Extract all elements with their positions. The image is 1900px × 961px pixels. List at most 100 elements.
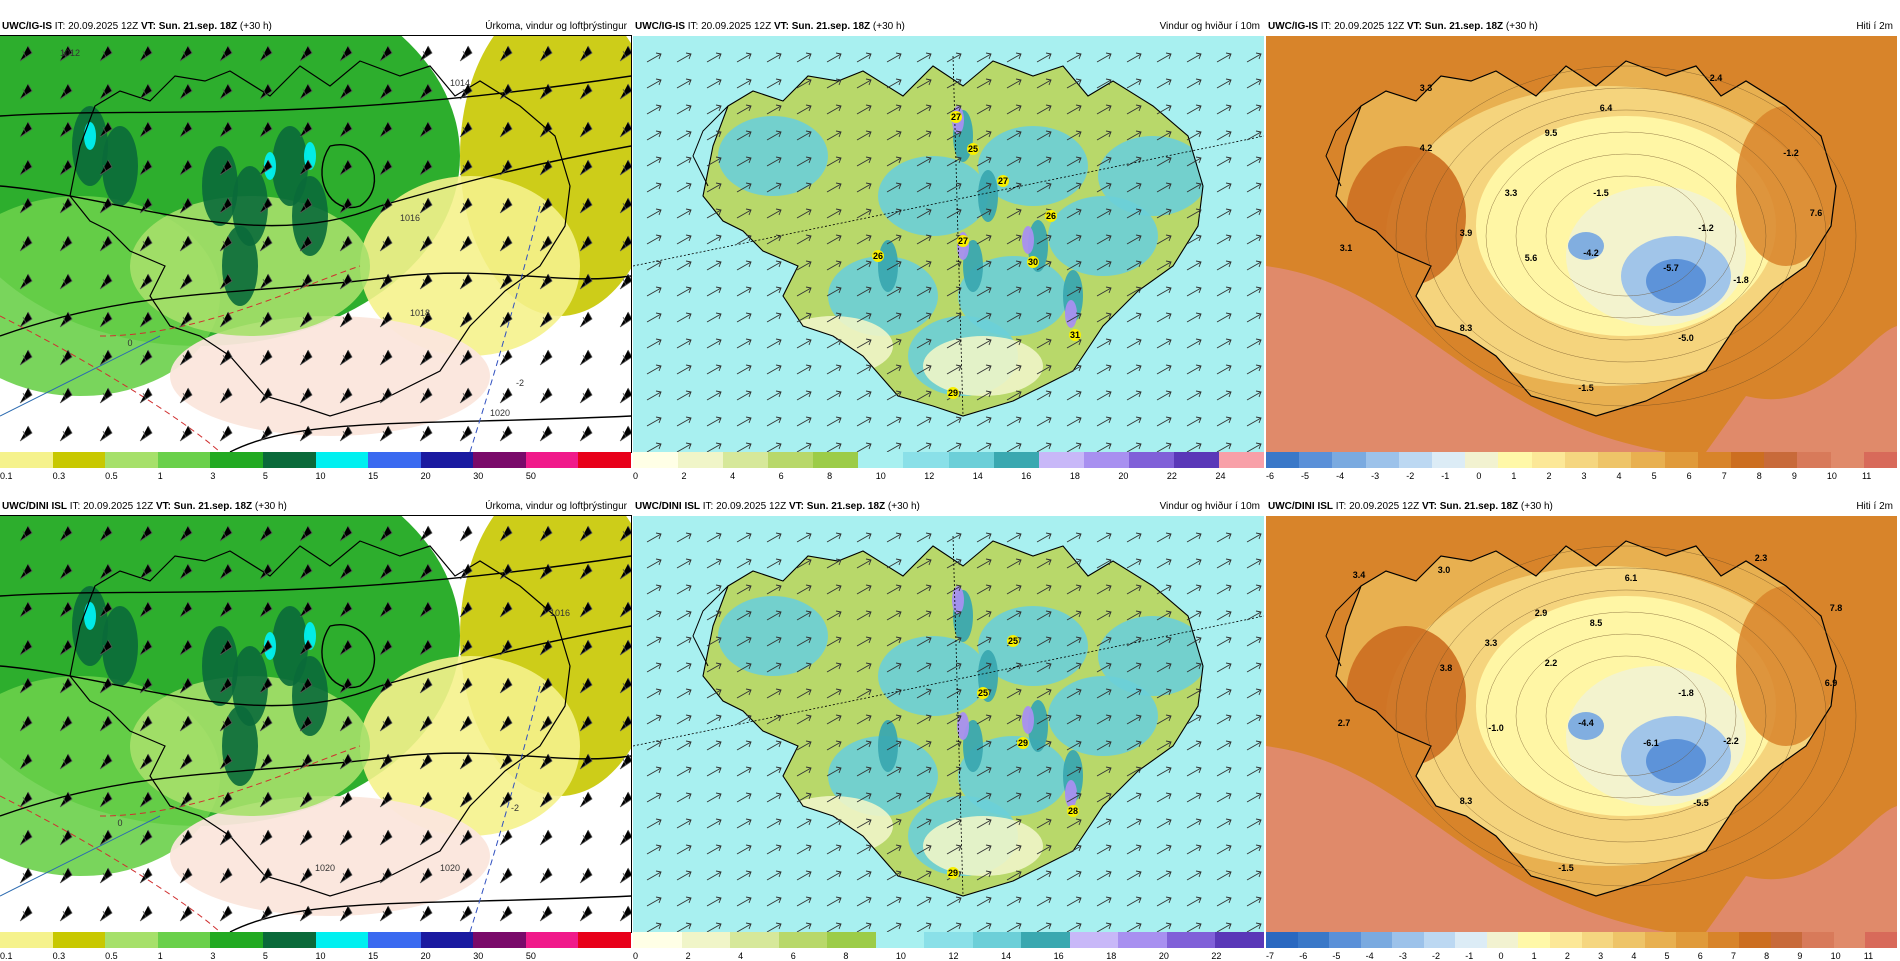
legend-swatch bbox=[723, 452, 769, 468]
panel-header: UWC/IG-IS IT: 20.09.2025 12Z VT: Sun. 21… bbox=[0, 18, 631, 36]
model-name: UWC/DINI ISL bbox=[1268, 501, 1333, 512]
legend-swatch bbox=[420, 452, 474, 468]
valid-time: Sun. 21.sep. 18Z bbox=[791, 21, 871, 32]
lead-time: (+30 h) bbox=[1520, 501, 1553, 512]
map-value-label: -2 bbox=[511, 803, 519, 813]
lead-time: (+30 h) bbox=[1505, 21, 1538, 32]
legend-swatch bbox=[368, 452, 422, 468]
legend-swatch bbox=[1365, 452, 1400, 468]
map-value-label: -5.7 bbox=[1663, 263, 1679, 273]
map-value-label: 29 bbox=[1018, 738, 1028, 748]
legend-tick-label: 11 bbox=[1861, 471, 1872, 481]
weather-map[interactable]: 3.3 9.5 6.4 2.4 4.2 -1.2 3.3 -1.5 7.6 3.9 -1.2 3.1 5… bbox=[1266, 36, 1897, 452]
map-panel-p1: UWC/IG-IS IT: 20.09.2025 12Z VT: Sun. 21… bbox=[0, 18, 632, 481]
map-value-label: 30 bbox=[1028, 257, 1038, 267]
issue-time: IT: 20.09.2025 12Z bbox=[1335, 501, 1420, 512]
legend-swatch bbox=[1266, 932, 1299, 948]
map-panel-p3: UWC/IG-IS IT: 20.09.2025 12Z VT: Sun. 21… bbox=[1266, 18, 1898, 481]
map-value-label: 25 bbox=[978, 688, 988, 698]
legend-swatch bbox=[105, 932, 159, 948]
map-value-label: -1.5 bbox=[1593, 188, 1609, 198]
legend-swatch bbox=[1218, 452, 1265, 468]
heavy-precip-core bbox=[84, 602, 96, 630]
weather-map[interactable]: 27 25 27 26 27 26 30 31 29 bbox=[633, 36, 1264, 452]
wind-area bbox=[878, 156, 988, 236]
valid-time-label: VT: bbox=[788, 501, 804, 512]
legend-tick-label: 7 bbox=[1721, 471, 1727, 481]
legend-swatch bbox=[578, 452, 632, 468]
color-legend: 0.1 0.3 0.5 1 3 5 10 15 20 30 50 bbox=[0, 914, 632, 961]
wind-area bbox=[828, 736, 938, 816]
gust-label-bg bbox=[1017, 737, 1029, 749]
gust-label-bg bbox=[947, 867, 959, 879]
legend-swatch bbox=[827, 932, 877, 948]
legend-swatch bbox=[157, 452, 211, 468]
cold-area bbox=[1646, 739, 1706, 783]
legend-swatch bbox=[681, 932, 731, 948]
lead-time: (+30 h) bbox=[887, 501, 920, 512]
gust-label-bg bbox=[997, 175, 1009, 187]
wind-area bbox=[978, 606, 1088, 686]
legend-tick-label: 1 bbox=[157, 471, 163, 481]
legend-swatch bbox=[1644, 932, 1677, 948]
legend-tick-label: 3 bbox=[1581, 471, 1587, 481]
color-legend: 0.1 0.3 0.5 1 3 5 10 15 20 30 50 bbox=[0, 434, 632, 481]
map-panel-p5: UWC/DINI ISL IT: 20.09.2025 12Z VT: Sun.… bbox=[633, 498, 1265, 961]
legend-swatch bbox=[1332, 452, 1367, 468]
legend-tick-label: 0 bbox=[1476, 471, 1482, 481]
panel-title-left: UWC/IG-IS IT: 20.09.2025 12Z VT: Sun. 21… bbox=[635, 18, 905, 36]
legend-tick-label: -5 bbox=[1301, 471, 1310, 481]
map-value-label: 3.0 bbox=[1438, 565, 1451, 575]
map-value-label: 8.3 bbox=[1460, 796, 1473, 806]
temperature-isotherms bbox=[0, 685, 541, 932]
legend-tick-label: 1 bbox=[1511, 471, 1517, 481]
wind-area bbox=[878, 636, 988, 716]
color-legend: 0 2 4 6 8 10 12 14 16 18 20 22 24 bbox=[633, 434, 1265, 481]
legend-tick-label: -1 bbox=[1441, 471, 1450, 481]
valid-time: Sun. 21.sep. 18Z bbox=[173, 501, 253, 512]
legend-tick-label: 0.5 bbox=[105, 951, 118, 961]
legend-tick-label: 6 bbox=[1686, 471, 1692, 481]
map-value-label: 26 bbox=[873, 251, 883, 261]
legend-swatch bbox=[924, 932, 974, 948]
wind-area bbox=[718, 596, 828, 676]
map-value-label: 7.8 bbox=[1830, 603, 1843, 613]
gust-area bbox=[1022, 226, 1034, 254]
legend-tick-label: 0.1 bbox=[0, 951, 13, 961]
map-value-label: 1020 bbox=[440, 863, 460, 873]
legend-swatch bbox=[1118, 932, 1168, 948]
map-value-labels: 1016 1020 1020 -2 0 bbox=[117, 608, 570, 873]
map-value-label: 25 bbox=[968, 144, 978, 154]
weather-map[interactable]: 25 25 29 28 29 bbox=[633, 516, 1264, 932]
heavy-precip-core bbox=[84, 122, 96, 150]
legend-tick-label: 20 bbox=[1118, 471, 1129, 481]
legend-tick-label: 3 bbox=[1598, 951, 1604, 961]
legend-tick-label: -4 bbox=[1365, 951, 1374, 961]
legend-tick-label: 8 bbox=[1764, 951, 1770, 961]
weather-map[interactable]: 1012 1014 1016 1020 1018 -2 0 bbox=[0, 35, 632, 453]
map-value-label: 4.2 bbox=[1420, 143, 1433, 153]
legend-tick-label: 50 bbox=[525, 951, 536, 961]
legend-swatch bbox=[210, 932, 264, 948]
panel-title-left: UWC/DINI ISL IT: 20.09.2025 12Z VT: Sun.… bbox=[1268, 498, 1553, 516]
map-value-label: 25 bbox=[1008, 636, 1018, 646]
map-value-label: 3.4 bbox=[1353, 570, 1366, 580]
legend-tick-label: 0.3 bbox=[52, 471, 66, 481]
legend-tick-label: 10 bbox=[1826, 471, 1837, 481]
cold-area bbox=[1646, 259, 1706, 303]
legend-swatch bbox=[368, 932, 422, 948]
legend-tick-label: 12 bbox=[924, 471, 935, 481]
map-value-label: 9.5 bbox=[1545, 128, 1558, 138]
weather-map[interactable]: 1016 1020 1020 -2 0 bbox=[0, 515, 632, 933]
legend-swatch bbox=[525, 932, 579, 948]
lead-time: (+30 h) bbox=[872, 21, 905, 32]
legend-swatch bbox=[1833, 932, 1866, 948]
warm-area bbox=[1736, 586, 1836, 746]
heavy-precip-cell bbox=[102, 606, 138, 686]
legend-swatch bbox=[52, 452, 106, 468]
gust-label-bg bbox=[1067, 805, 1079, 817]
legend-swatch bbox=[52, 932, 106, 948]
map-value-label: 27 bbox=[951, 112, 961, 122]
weather-map[interactable]: 3.4 3.0 6.1 2.3 2.9 8.5 7.8 3.3 3.8 2.2 -1.8 6.9 2.7… bbox=[1266, 516, 1897, 932]
issue-time: IT: 20.09.2025 12Z bbox=[687, 21, 772, 32]
